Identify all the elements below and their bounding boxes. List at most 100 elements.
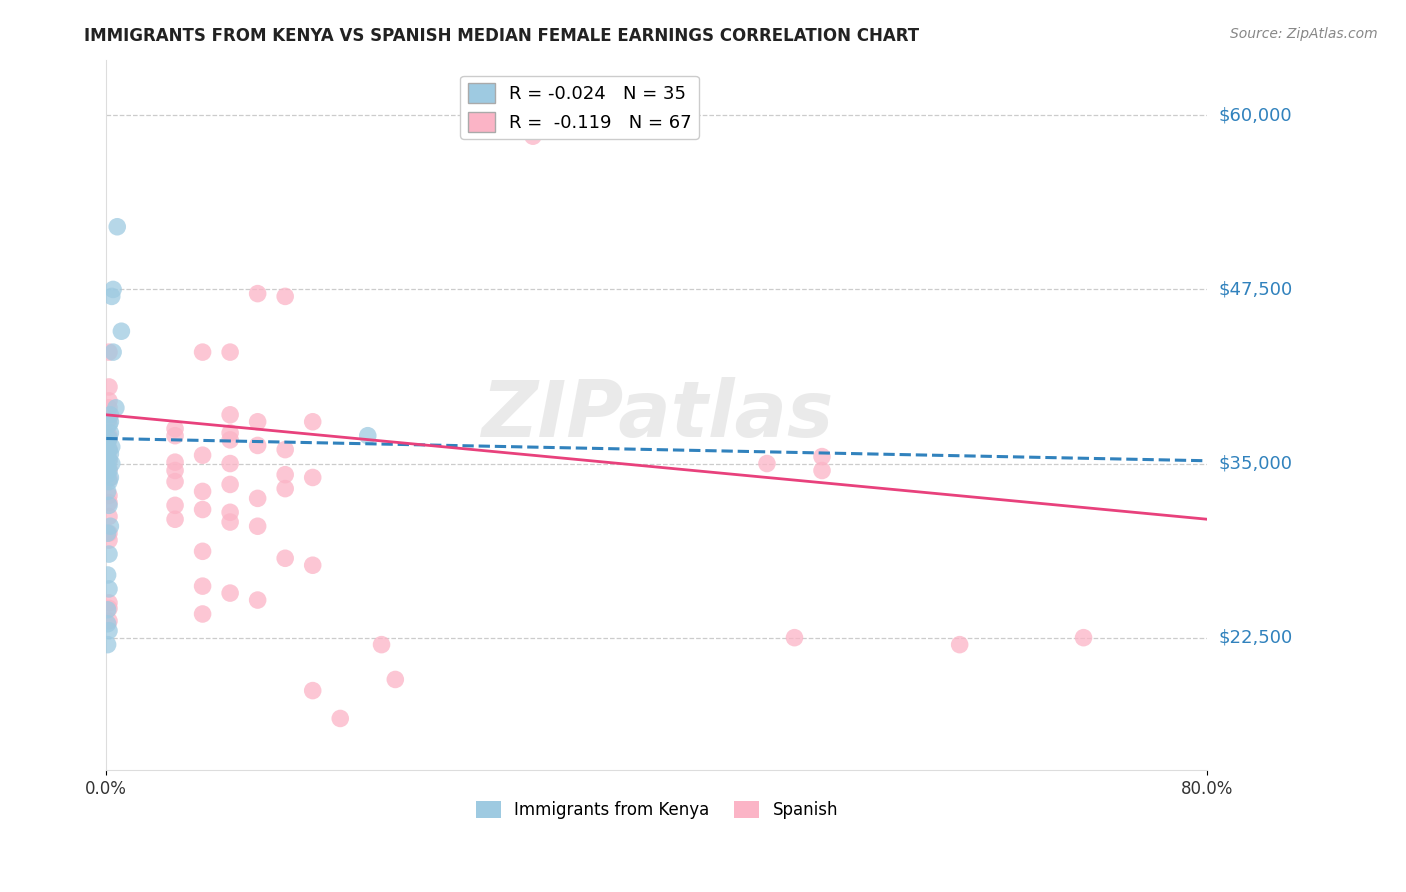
Point xyxy=(219,457,242,471)
Point xyxy=(467,115,489,129)
Point xyxy=(98,470,121,484)
Point xyxy=(246,519,269,533)
Point xyxy=(219,433,242,447)
Point xyxy=(246,593,269,607)
Point xyxy=(101,282,124,296)
Point xyxy=(191,544,214,558)
Point xyxy=(384,673,406,687)
Point xyxy=(219,477,242,491)
Text: IMMIGRANTS FROM KENYA VS SPANISH MEDIAN FEMALE EARNINGS CORRELATION CHART: IMMIGRANTS FROM KENYA VS SPANISH MEDIAN … xyxy=(84,27,920,45)
Point xyxy=(98,452,121,467)
Legend: Immigrants from Kenya, Spanish: Immigrants from Kenya, Spanish xyxy=(470,794,845,826)
Point xyxy=(104,401,127,415)
Point xyxy=(755,457,778,471)
Point xyxy=(98,425,121,440)
Point xyxy=(98,462,121,476)
Point xyxy=(98,417,121,432)
Point xyxy=(219,408,242,422)
Text: $35,000: $35,000 xyxy=(1219,455,1292,473)
Point xyxy=(98,380,121,394)
Point xyxy=(101,345,124,359)
Point xyxy=(274,442,297,457)
Point xyxy=(98,345,121,359)
Point xyxy=(191,345,214,359)
Point xyxy=(98,582,121,596)
Point xyxy=(191,579,214,593)
Point xyxy=(98,526,121,541)
Point xyxy=(98,401,121,415)
Point xyxy=(246,286,269,301)
Point xyxy=(811,450,834,464)
Point xyxy=(783,631,806,645)
Point xyxy=(98,463,121,477)
Text: ZIPatlas: ZIPatlas xyxy=(481,376,832,453)
Point xyxy=(110,324,132,338)
Point xyxy=(301,415,323,429)
Point xyxy=(97,459,120,474)
Point xyxy=(98,547,121,561)
Point xyxy=(329,711,352,725)
Point xyxy=(949,638,972,652)
Point xyxy=(246,438,269,452)
Point xyxy=(97,467,120,482)
Point xyxy=(98,499,121,513)
Point xyxy=(98,412,121,426)
Point xyxy=(98,472,121,486)
Point xyxy=(98,495,121,509)
Point xyxy=(98,454,121,468)
Point xyxy=(165,512,187,526)
Point xyxy=(165,475,187,489)
Point xyxy=(98,624,121,638)
Point xyxy=(191,607,214,621)
Point xyxy=(219,425,242,440)
Point xyxy=(219,515,242,529)
Point xyxy=(191,484,214,499)
Point xyxy=(219,586,242,600)
Point xyxy=(811,463,834,477)
Point xyxy=(165,422,187,436)
Point xyxy=(97,568,120,582)
Point xyxy=(97,484,120,499)
Point xyxy=(97,616,120,631)
Point xyxy=(1073,631,1095,645)
Text: $22,500: $22,500 xyxy=(1219,629,1292,647)
Point xyxy=(274,482,297,496)
Point xyxy=(246,491,269,506)
Point xyxy=(97,435,120,450)
Point xyxy=(274,551,297,566)
Point xyxy=(98,489,121,503)
Text: $60,000: $60,000 xyxy=(1219,106,1292,124)
Point xyxy=(100,457,122,471)
Point xyxy=(98,601,121,615)
Point xyxy=(98,428,121,442)
Point xyxy=(246,415,269,429)
Point xyxy=(191,502,214,516)
Point xyxy=(165,428,187,442)
Point xyxy=(301,683,323,698)
Point xyxy=(98,519,121,533)
Point xyxy=(98,475,121,489)
Point xyxy=(97,450,120,464)
Point xyxy=(98,408,121,422)
Point xyxy=(97,603,120,617)
Point xyxy=(98,533,121,548)
Text: Source: ZipAtlas.com: Source: ZipAtlas.com xyxy=(1230,27,1378,41)
Point xyxy=(191,448,214,462)
Point xyxy=(98,509,121,524)
Point xyxy=(98,442,121,457)
Point xyxy=(165,463,187,477)
Point xyxy=(165,455,187,469)
Point xyxy=(165,499,187,513)
Point xyxy=(219,505,242,519)
Point xyxy=(357,428,380,442)
Point xyxy=(100,440,122,454)
Point xyxy=(105,219,128,234)
Point xyxy=(97,638,120,652)
Point xyxy=(274,289,297,303)
Point xyxy=(274,467,297,482)
Point xyxy=(98,447,121,461)
Point xyxy=(100,289,122,303)
Point xyxy=(98,393,121,408)
Point xyxy=(98,415,121,429)
Point xyxy=(219,345,242,359)
